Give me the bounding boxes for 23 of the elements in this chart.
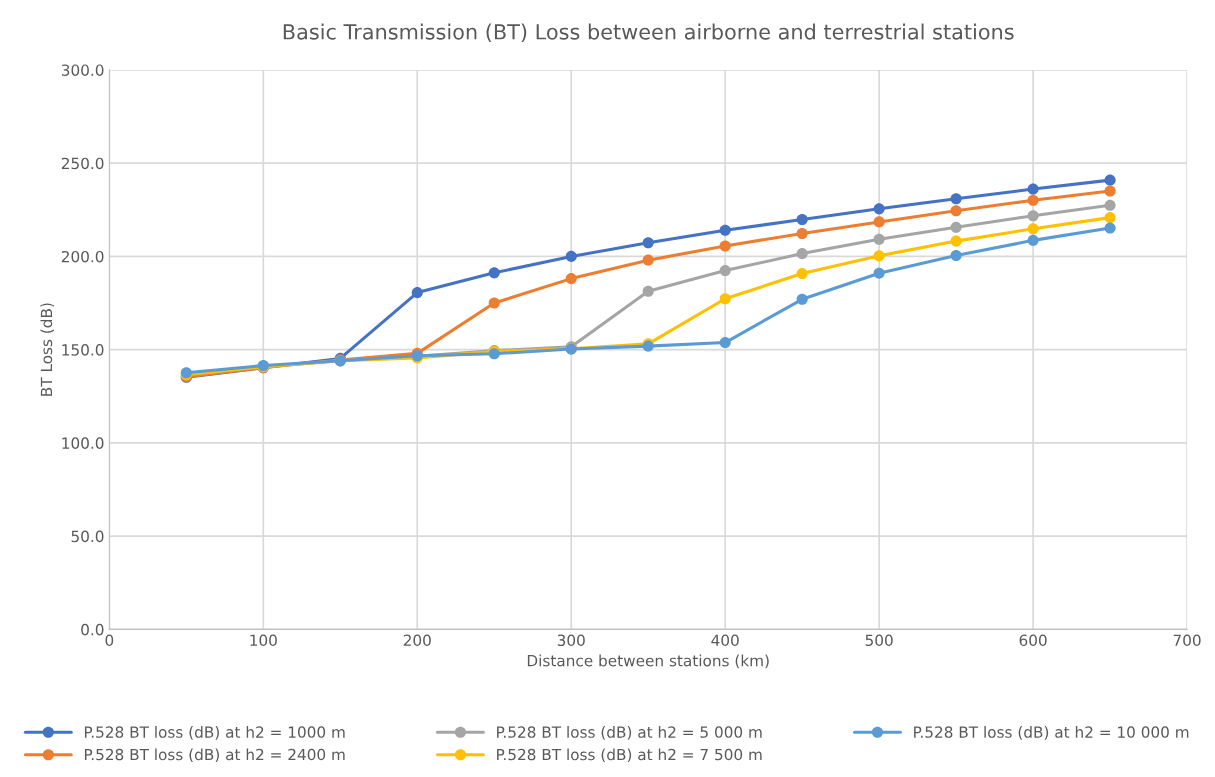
y-axis-title: BT Loss (dB) xyxy=(40,303,55,396)
legend-label: P.528 BT loss (dB) at h2 = 7 500 m xyxy=(497,748,762,763)
x-tick-label: 300 xyxy=(557,634,585,647)
x-tick-label: 100 xyxy=(250,634,277,647)
chart-title: Basic Transmission (BT) Loss between airborne and terrestrial stations xyxy=(283,23,1014,43)
y-tick-label: 250.0 xyxy=(61,157,104,170)
y-tick-label: 100.0 xyxy=(62,437,104,449)
legend-label: P.528 BT loss (dB) at h2 = 5 000 m xyxy=(497,726,762,740)
y-tick-label: 50.0 xyxy=(71,530,104,543)
legend-label: P.528 BT loss (dB) at h2 = 1000 m xyxy=(84,726,345,740)
x-tick-label: 700 xyxy=(1173,634,1201,647)
y-tick-label: 200.0 xyxy=(61,250,104,263)
y-tick-label: 300.0 xyxy=(61,64,104,76)
x-tick-label: 200 xyxy=(403,634,431,647)
y-tick-label: 0.0 xyxy=(81,623,104,636)
x-tick-label: 600 xyxy=(1019,634,1047,647)
y-tick-label: 150.0 xyxy=(62,344,104,356)
legend-label: P.528 BT loss (dB) at h2 = 2400 m xyxy=(84,748,345,763)
x-axis-title: Distance between stations (km) xyxy=(527,654,769,669)
x-tick-label: 400 xyxy=(711,634,739,647)
legend-label: P.528 BT loss (dB) at h2 = 10 000 m xyxy=(914,726,1189,740)
x-tick-label: 500 xyxy=(865,634,893,647)
x-tick-label: 0 xyxy=(105,634,114,647)
